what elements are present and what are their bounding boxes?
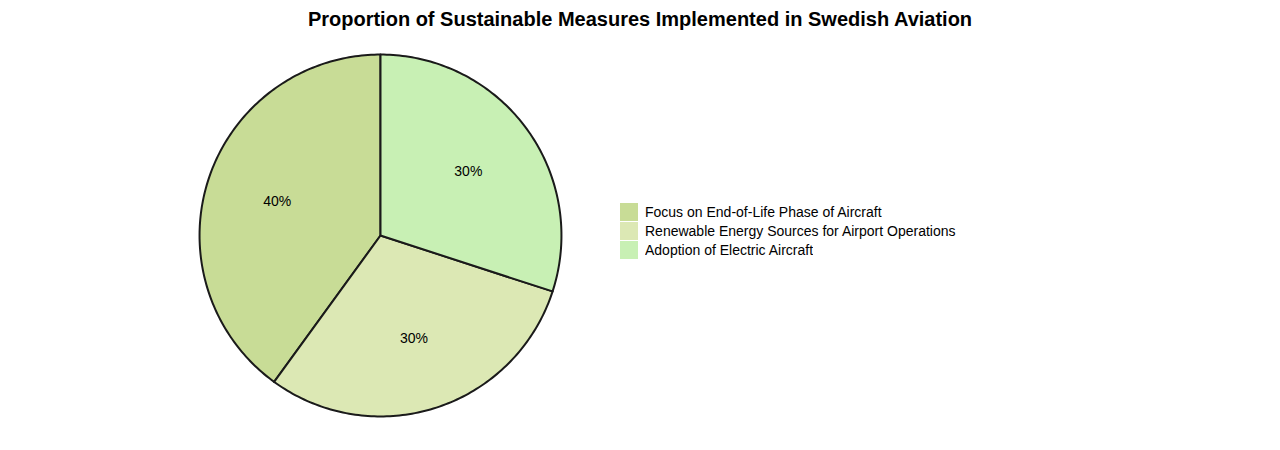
- html-text:Adoption of Electric Aircraft: Adoption of Electric Aircraft: [645, 242, 814, 258]
- html-text:Focus on End-of-Life Phase of: Focus on End-of-Life Phase of Aircraft: [645, 204, 882, 220]
- svg-text:40%: 40%: [263, 193, 291, 209]
- html-text:Proportion of Sustainable Meas: Proportion of Sustainable Measures Imple…: [307, 8, 973, 30]
- svg-text:30%: 30%: [400, 330, 428, 346]
- svg-text:30%: 30%: [454, 163, 482, 179]
- html-text:Renewable Energy Sources for A: Renewable Energy Sources for Airport Ope…: [645, 223, 956, 239]
